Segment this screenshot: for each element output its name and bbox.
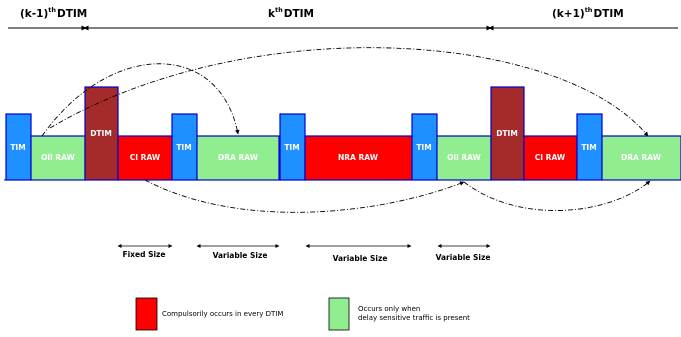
nra-raw-label: NRA RAW (338, 153, 379, 162)
ci-raw-label-1: CI RAW (130, 153, 161, 162)
dtim-label-1: DTIM (90, 129, 112, 138)
legend-green-line1: Occurs only when (358, 305, 420, 313)
tim-label-4: TIM (416, 143, 431, 152)
arrow-oll-to-dra-next (463, 180, 651, 211)
dtim-block-1 (84, 86, 119, 181)
header-prev-dtim: (k-1)thDTIM (20, 6, 87, 20)
frame-blocks (5, 86, 681, 181)
dra-raw-block-1 (196, 135, 280, 181)
legend-green-line2: delay sensitive traffic is present (358, 314, 470, 322)
tim-label-1: TIM (10, 143, 25, 152)
dra-raw-label-1: DRA RAW (218, 153, 259, 162)
dtim-block-2 (490, 86, 525, 181)
arrow-ci-to-oll (144, 179, 465, 213)
tim-label-5: TIM (581, 143, 596, 152)
dtim-label-2: DTIM (496, 129, 518, 138)
arrow-oll-to-dra (41, 63, 240, 137)
oll-raw-block-1 (30, 135, 86, 181)
ci-raw-label-2: CI RAW (535, 153, 566, 162)
ci-raw-block-2 (523, 135, 578, 181)
arrow-oll-to-next-dra (49, 47, 649, 137)
tim-block-1 (5, 113, 32, 181)
tim-label-2: TIM (176, 143, 191, 152)
legend-red-label: Compulsorily occurs in every DTIM (162, 310, 283, 318)
fixed-size-label: Fixed Size (122, 250, 165, 259)
tim-block-5 (576, 113, 603, 181)
header-curr-dtim: kthDTIM (268, 6, 314, 20)
legend: Compulsorily occurs in every DTIM Occurs… (135, 297, 470, 331)
legend-red-swatch (135, 297, 158, 331)
variable-size-label-2: Variable Size (333, 254, 388, 263)
oll-raw-block-2 (436, 135, 492, 181)
ci-raw-block-1 (117, 135, 173, 181)
oll-raw-label-1: Oll RAW (41, 153, 75, 162)
dependency-arrows (41, 47, 651, 213)
header-next-dtim: (k+1)thDTIM (552, 6, 624, 20)
variable-size-label-1: Variable Size (213, 251, 268, 260)
variable-size-label-3: Variable Size (436, 253, 491, 262)
dra-raw-label-2: DRA RAW (621, 153, 662, 162)
legend-green-swatch (328, 297, 350, 331)
tim-label-3: TIM (284, 143, 299, 152)
dra-raw-block-2 (601, 135, 681, 181)
oll-raw-label-2: Oll RAW (447, 153, 481, 162)
